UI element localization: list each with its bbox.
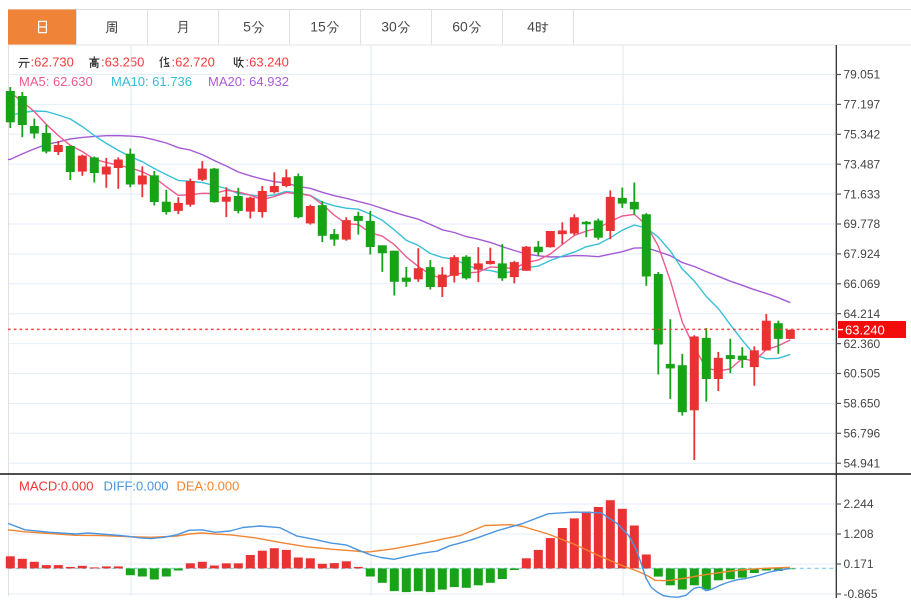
svg-text:75.342: 75.342 [844, 128, 881, 142]
svg-text:4: 4 [527, 19, 535, 35]
svg-text:DIFF:0.000: DIFF:0.000 [104, 479, 169, 494]
svg-text:1.208: 1.208 [844, 527, 874, 541]
svg-text::63.250: :63.250 [101, 55, 144, 70]
svg-text:77.197: 77.197 [844, 98, 881, 112]
svg-text:0.171: 0.171 [844, 557, 874, 571]
svg-text:MACD:0.000: MACD:0.000 [19, 479, 93, 494]
svg-text:69.778: 69.778 [844, 217, 881, 231]
svg-text:79.051: 79.051 [844, 68, 881, 82]
svg-text:MA5: 62.630: MA5: 62.630 [19, 74, 93, 89]
svg-text:30: 30 [381, 19, 397, 35]
svg-text:MA20: 64.932: MA20: 64.932 [208, 74, 289, 89]
svg-text:60.505: 60.505 [844, 367, 881, 381]
svg-text::62.720: :62.720 [172, 55, 215, 70]
svg-text:63.240: 63.240 [845, 322, 885, 337]
svg-text:60: 60 [452, 19, 468, 35]
svg-text:67.924: 67.924 [844, 247, 881, 261]
svg-text:2.244: 2.244 [844, 497, 874, 511]
svg-text:66.069: 66.069 [844, 277, 881, 291]
svg-text:58.650: 58.650 [844, 397, 881, 411]
svg-text:MA10: 61.736: MA10: 61.736 [111, 74, 192, 89]
svg-text::62.730: :62.730 [31, 55, 74, 70]
svg-text:-0.865: -0.865 [844, 587, 878, 601]
svg-text:56.796: 56.796 [844, 427, 881, 441]
svg-text::63.240: :63.240 [246, 55, 289, 70]
svg-text:54.941: 54.941 [844, 456, 881, 470]
svg-text:DEA:0.000: DEA:0.000 [177, 479, 240, 494]
svg-text:71.633: 71.633 [844, 187, 881, 201]
svg-text:73.487: 73.487 [844, 157, 881, 171]
svg-text:5: 5 [243, 19, 251, 35]
svg-text:15: 15 [310, 19, 326, 35]
svg-text:62.360: 62.360 [844, 337, 881, 351]
svg-text:64.214: 64.214 [844, 307, 881, 321]
